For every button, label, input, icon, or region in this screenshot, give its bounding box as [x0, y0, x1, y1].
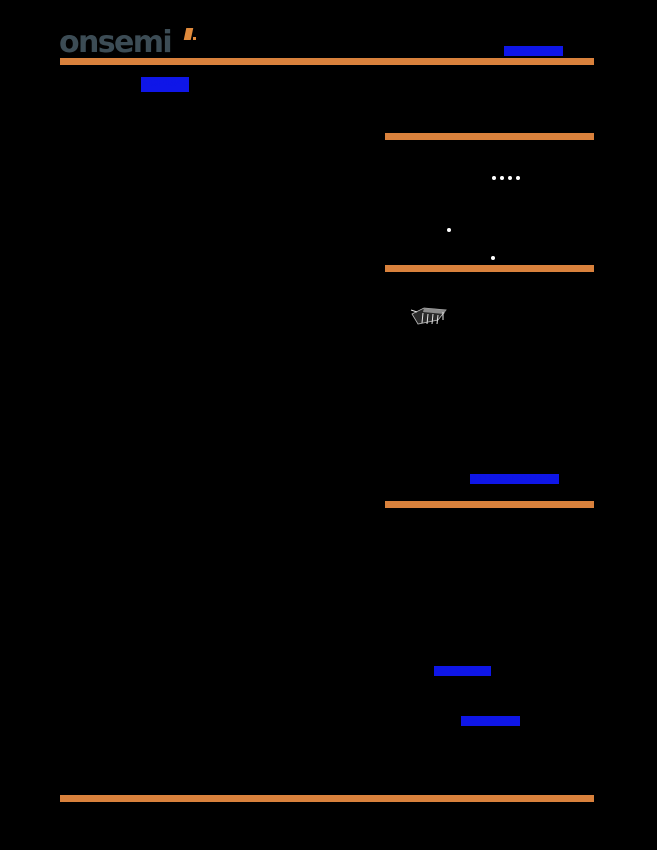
- footer-rule: [60, 795, 594, 802]
- onsemi-logo: onsemi: [59, 28, 204, 58]
- bullet-dot-icon: [447, 228, 451, 232]
- footer-copyright: [60, 802, 480, 822]
- bullet-dot-icon: [491, 256, 495, 260]
- bullet-dot-icon: [492, 176, 496, 180]
- ordering-table: [385, 515, 594, 655]
- marking-diagram-link[interactable]: Marking Diagram: [434, 666, 491, 676]
- ordering-section-rule: [385, 501, 594, 508]
- ic-package-illustration: [410, 307, 447, 325]
- features-list: [385, 142, 594, 260]
- features-heading: [385, 118, 594, 132]
- datasheet-website-link[interactable]: www.onsemi.com: [461, 716, 520, 726]
- left-column-paragraph-1: [60, 100, 370, 190]
- document-title-link[interactable]: NCP1840: [141, 77, 189, 92]
- left-column-paragraph-3: [60, 470, 370, 770]
- package-section-rule: [385, 265, 594, 272]
- bullet-dot-icon: [516, 176, 520, 180]
- ordering-information-link[interactable]: ORDERING INFORMATION: [470, 474, 559, 484]
- features-section-rule: [385, 133, 594, 140]
- onsemi-logo-accent-dot-icon: [193, 37, 196, 40]
- bullet-dot-icon: [500, 176, 504, 180]
- left-column-paragraph-2: [60, 200, 370, 460]
- header-website-link[interactable]: www.onsemi.com: [504, 46, 563, 56]
- package-caption: [385, 340, 594, 465]
- header-rule: [60, 58, 594, 65]
- onsemi-logo-wordmark: onsemi: [59, 25, 173, 60]
- applications-heading: [385, 250, 594, 264]
- footer-doc-ref: [490, 802, 594, 822]
- bullet-dot-icon: [508, 176, 512, 180]
